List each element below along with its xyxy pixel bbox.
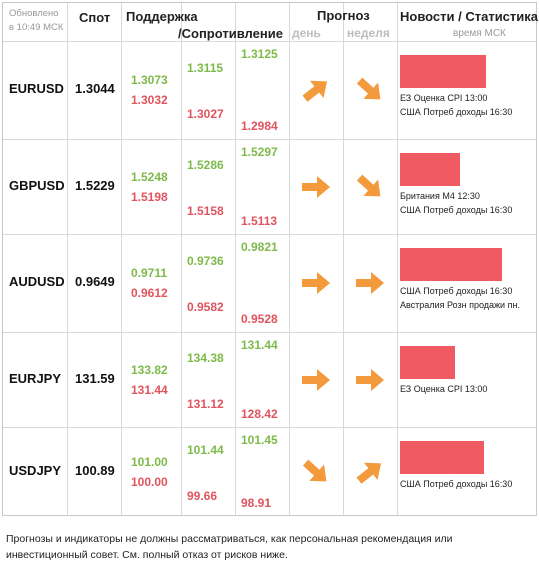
spot-value: 131.59 <box>75 370 115 386</box>
support-value-2: 0.9736 <box>187 254 224 268</box>
symbol-label: EURUSD <box>9 81 64 96</box>
divider <box>343 3 344 515</box>
symbol-label: EURJPY <box>9 370 62 386</box>
symbol-label: AUDUSD <box>9 274 65 289</box>
resistance-value-1: 1.5198 <box>131 189 168 204</box>
news-importance-bar <box>400 346 455 379</box>
support-value-2: 1.3115 <box>187 61 224 75</box>
divider <box>3 427 536 428</box>
arrow-up-right-icon <box>300 74 332 106</box>
support-value-1: 133.82 <box>131 362 168 377</box>
spot-value: 1.5229 <box>75 177 115 193</box>
updated-label: Обновлено <box>9 8 59 19</box>
support-value-2: 134.38 <box>187 350 224 365</box>
divider <box>121 3 122 515</box>
disclaimer-line: Прогнозы и индикаторы не должны рассматр… <box>6 533 453 545</box>
disclaimer: Прогнозы и индикаторы не должны рассматр… <box>6 531 526 563</box>
news-time-label: время МСК <box>453 28 506 39</box>
spot-value: 100.89 <box>75 462 115 478</box>
divider <box>289 3 290 515</box>
updated-time: Обновлено в 10:49 МСК <box>9 7 63 35</box>
table-row: EURJPY 131.59 133.82 131.44 134.38 131.12 131.… <box>3 332 536 427</box>
news-item: США Потреб доходы 16:30 <box>400 479 513 489</box>
divider <box>67 3 68 515</box>
forecast-table: Обновлено в 10:49 МСК Спот Поддержка /Со… <box>2 2 539 516</box>
spot-value: 1.3044 <box>75 81 115 96</box>
resistance-value-3: 0.9528 <box>241 312 278 326</box>
resistance-value-2: 131.12 <box>187 396 224 411</box>
divider <box>3 234 536 235</box>
arrow-right-icon <box>300 267 332 299</box>
news-importance-bar <box>400 153 460 186</box>
forecast-header: Прогноз <box>317 8 370 23</box>
news-importance-bar <box>400 441 484 474</box>
arrow-right-icon <box>300 171 332 203</box>
support-value-1: 1.5248 <box>131 169 168 184</box>
divider <box>181 3 182 515</box>
news-importance-bar <box>400 248 502 281</box>
spot-header: Спот <box>79 10 111 25</box>
day-header: день <box>292 26 321 40</box>
support-value-3: 101.45 <box>241 433 278 447</box>
symbol-label: USDJPY <box>9 462 62 478</box>
support-value-2: 101.44 <box>187 442 224 457</box>
arrow-down-right-icon <box>354 171 386 203</box>
arrow-down-right-icon <box>354 74 386 106</box>
divider <box>3 41 536 42</box>
resistance-value-1: 100.00 <box>131 474 168 489</box>
table-row: GBPUSD 1.5229 1.5248 1.5198 1.5286 1.5158 1.52… <box>3 139 536 234</box>
support-value-1: 101.00 <box>131 454 168 469</box>
arrow-down-right-icon <box>300 456 332 488</box>
news-item: Британия М4 12:30 <box>400 191 480 201</box>
news-item: США Потреб доходы 16:30 <box>400 107 513 117</box>
resistance-value-2: 1.5158 <box>187 203 224 218</box>
resistance-value-2: 99.66 <box>187 488 218 503</box>
support-value-3: 131.44 <box>241 338 278 352</box>
resistance-value-1: 131.44 <box>131 382 168 397</box>
table-row: AUDUSD 0.9649 0.9711 0.9612 0.9736 0.9582 0.98… <box>3 234 536 332</box>
support-value-3: 1.5297 <box>241 145 278 159</box>
updated-time-value: в 10:49 МСК <box>9 22 64 33</box>
support-value-3: 0.9821 <box>241 240 278 254</box>
divider <box>3 139 536 140</box>
news-item: США Потреб доходы 16:30 <box>400 205 513 215</box>
news-item: США Потреб доходы 16:30 <box>400 286 513 296</box>
week-header: неделя <box>347 26 390 40</box>
resistance-value-3: 1.2984 <box>241 119 278 133</box>
arrow-right-icon <box>300 364 332 396</box>
divider <box>3 332 536 333</box>
support-value-3: 1.3125 <box>241 47 278 61</box>
news-item: Австралия Розн продажи пн. <box>400 300 520 310</box>
symbol-label: GBPUSD <box>9 177 65 193</box>
resistance-value-3: 128.42 <box>241 407 278 421</box>
arrow-right-icon <box>354 364 386 396</box>
news-item: ЕЗ Оценка CPI 13:00 <box>400 93 488 103</box>
table-row: EURUSD 1.3044 1.3073 1.3032 1.3115 1.3027 1.31… <box>3 41 536 139</box>
resistance-value-2: 0.9582 <box>187 300 224 314</box>
spot-value: 0.9649 <box>75 274 115 289</box>
divider <box>397 3 398 515</box>
arrow-up-right-icon <box>354 456 386 488</box>
arrow-right-icon <box>354 267 386 299</box>
support-value-1: 1.3073 <box>131 73 168 87</box>
support-value-1: 0.9711 <box>131 266 168 280</box>
table-row: USDJPY 100.89 101.00 100.00 101.44 99.66 101.4… <box>3 427 536 516</box>
news-item: ЕЗ Оценка CPI 13:00 <box>400 384 488 394</box>
news-importance-bar <box>400 55 486 88</box>
resistance-value-2: 1.3027 <box>187 107 224 121</box>
disclaimer-line: инвестиционный совет. См. полный отказ о… <box>6 549 288 561</box>
support-header: Поддержка <box>126 9 198 24</box>
resistance-value-3: 1.5113 <box>241 214 278 228</box>
support-value-2: 1.5286 <box>187 157 224 172</box>
resistance-value-1: 0.9612 <box>131 286 168 300</box>
resistance-header: /Сопротивление <box>178 26 283 41</box>
resistance-value-3: 98.91 <box>241 496 272 510</box>
resistance-value-1: 1.3032 <box>131 93 168 107</box>
divider <box>235 3 236 515</box>
news-header: Новости / Статистика <box>400 9 539 24</box>
